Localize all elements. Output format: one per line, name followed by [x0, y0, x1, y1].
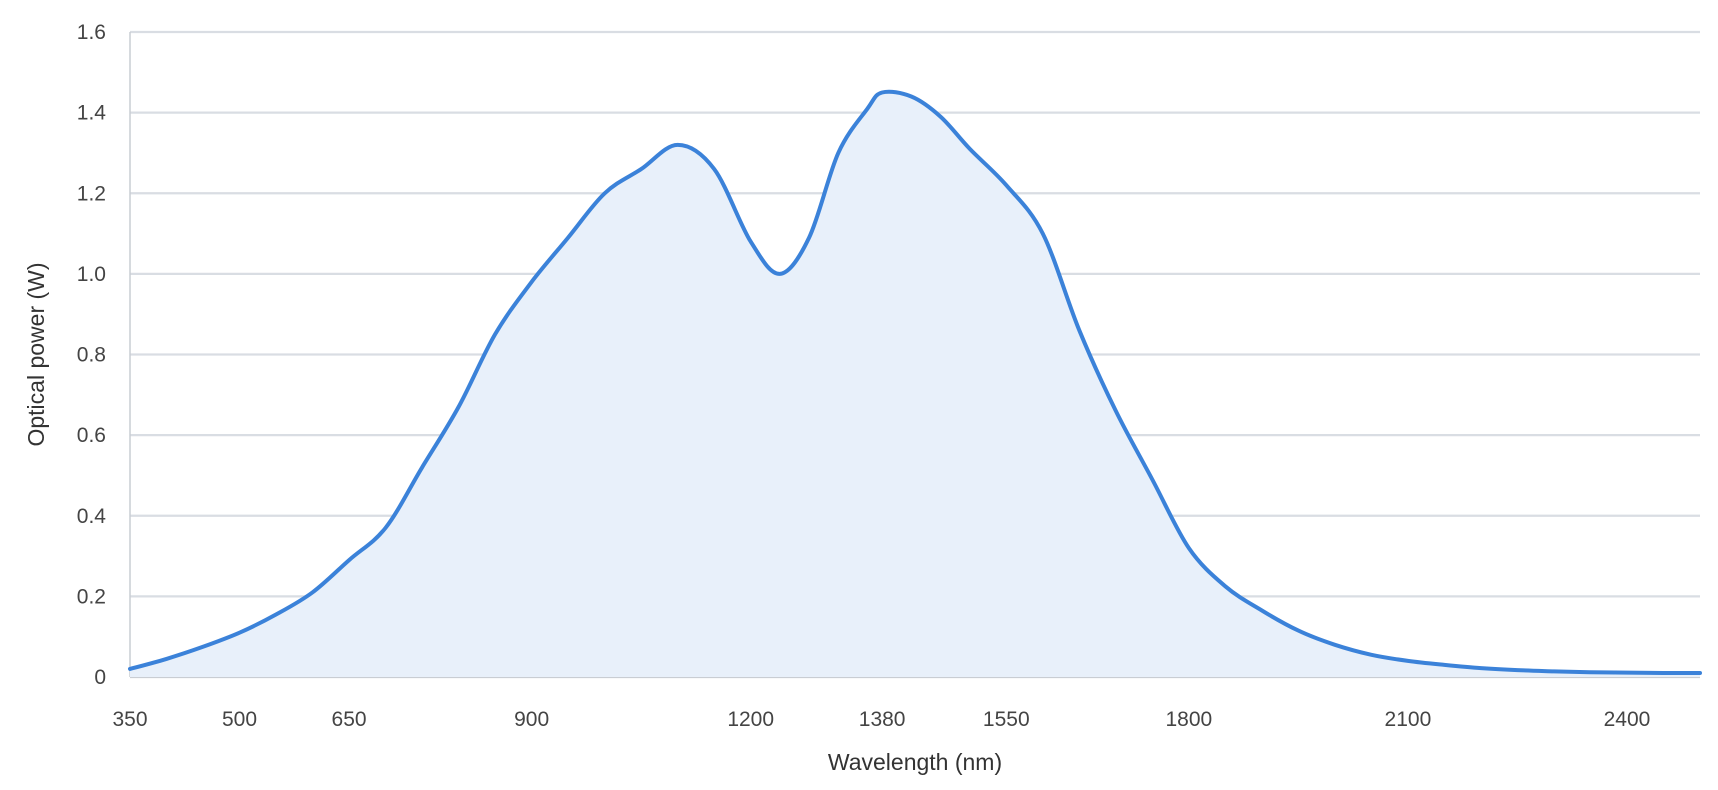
- y-tick-label: 0.4: [77, 505, 107, 528]
- x-tick-label: 2100: [1385, 708, 1432, 731]
- x-tick-label: 500: [222, 708, 257, 731]
- y-tick-label: 1.4: [77, 102, 107, 125]
- y-axis-title: Optical power (W): [23, 262, 49, 446]
- area-fill: [130, 91, 1700, 677]
- y-tick-label: 0.2: [77, 585, 106, 608]
- x-tick-label: 1200: [727, 708, 774, 731]
- x-tick-label: 650: [332, 708, 367, 731]
- x-tick-label: 1550: [983, 708, 1030, 731]
- x-axis-ticks: 350 500 650 900 1200 1380 1550 1800 2100 2400: [112, 708, 1650, 731]
- y-axis-ticks: 0 0.2 0.4 0.6 0.8 1.0 1.2 1.4 1.6: [77, 21, 107, 689]
- y-tick-label: 0.6: [77, 424, 106, 447]
- x-tick-label: 350: [112, 708, 147, 731]
- x-tick-label: 1380: [859, 708, 906, 731]
- x-tick-label: 1800: [1165, 708, 1212, 731]
- y-tick-label: 1.0: [77, 263, 106, 286]
- y-tick-label: 0: [94, 666, 106, 689]
- series-line: [128, 89, 1702, 675]
- y-tick-label: 1.6: [77, 21, 106, 44]
- x-axis-title: Wavelength (nm): [828, 749, 1002, 775]
- area-series: [128, 89, 1702, 677]
- x-tick-label: 900: [514, 708, 549, 731]
- x-tick-label: 2400: [1604, 708, 1651, 731]
- y-tick-label: 1.2: [77, 182, 106, 205]
- y-tick-label: 0.8: [77, 344, 106, 367]
